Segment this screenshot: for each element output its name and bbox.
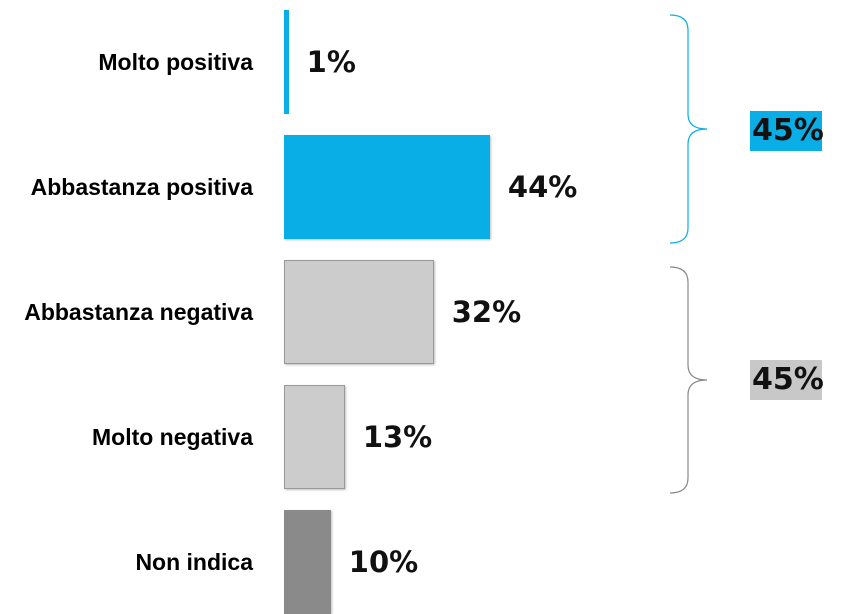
category-label: Molto positiva: [98, 49, 253, 75]
value-label: 32%: [451, 295, 522, 329]
bar: [284, 260, 434, 364]
brace: [669, 266, 708, 494]
bar: [284, 385, 345, 489]
bar: [284, 135, 490, 239]
value-label: 44%: [507, 170, 578, 204]
category-label: Non indica: [135, 549, 253, 575]
category-label: Abbastanza negativa: [24, 299, 253, 325]
bar: [284, 10, 289, 114]
group-total: 45%: [750, 360, 824, 400]
value-label: 10%: [348, 545, 419, 579]
category-label: Molto negativa: [91, 424, 253, 450]
value-label: 1%: [306, 45, 356, 79]
group-total: 45%: [750, 111, 824, 151]
category-label: Abbastanza positiva: [30, 174, 253, 200]
brace: [669, 14, 708, 244]
bar: [284, 510, 331, 614]
value-label: 13%: [362, 420, 433, 454]
